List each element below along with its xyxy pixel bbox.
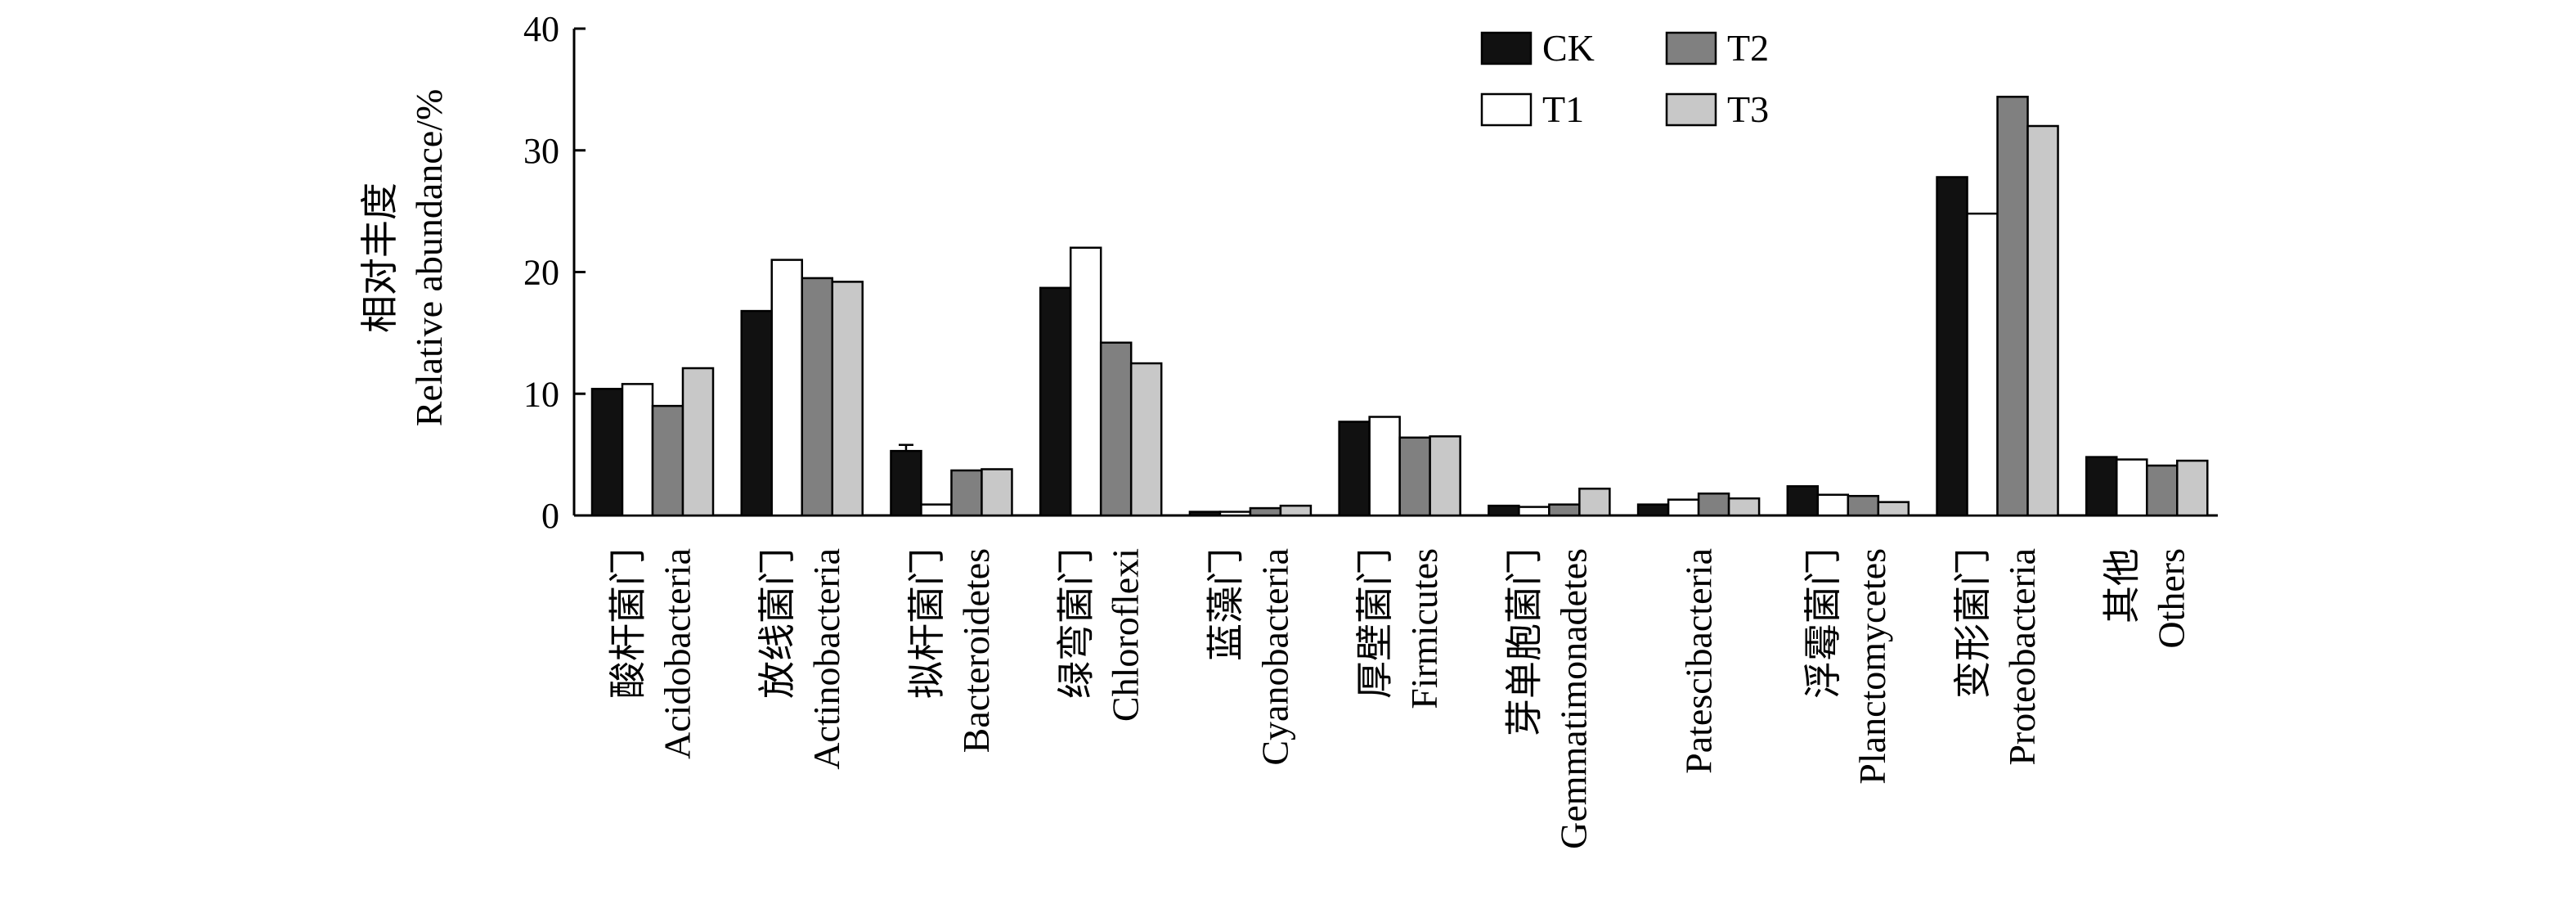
legend-swatch-t3 [1665, 92, 1717, 127]
category-label-zh: 放线菌门 [756, 548, 798, 699]
y-tick-label: 0 [541, 496, 559, 536]
bar-t1 [1966, 212, 1999, 517]
bar-t1 [920, 503, 953, 517]
category-label-zh: 厚壁菌门 [1354, 548, 1396, 699]
y-tick-label: 30 [523, 131, 559, 171]
bar-t2 [1548, 503, 1581, 517]
bar-t1 [1667, 498, 1700, 517]
bar-ck [1636, 503, 1670, 517]
y-tick-label: 20 [523, 253, 559, 293]
bar-t2 [1249, 506, 1282, 517]
legend-label-t1: T1 [1542, 88, 1584, 130]
category-label-en: Bacteroidetes [955, 548, 997, 753]
bar-t2 [801, 277, 833, 517]
bar-t3 [1727, 497, 1761, 517]
legend: CK T2 T1 T3 [1480, 27, 1769, 130]
legend-swatch-t2 [1665, 31, 1717, 65]
category-label-en: Gemmatimonadetes [1553, 548, 1595, 849]
bar-t3 [2176, 459, 2209, 517]
y-axis-title-zh: 相对丰度 [359, 182, 401, 333]
bar-t1 [770, 259, 803, 517]
bar-t3 [1578, 488, 1611, 517]
bar-ck [590, 388, 624, 517]
bar-ck [740, 309, 773, 517]
bar-ck [1188, 511, 1222, 517]
bar-ck [1338, 421, 1371, 517]
category-labels: 酸杆菌门 Acidobacteria 放线菌门 Actinobacteria 拟杆菌门 B… [607, 548, 2192, 849]
legend-label-ck: CK [1542, 27, 1595, 69]
category-label-en: Others [2151, 548, 2192, 649]
bar-t3 [981, 468, 1013, 517]
bar-t2 [651, 404, 684, 517]
bar-t1 [1518, 506, 1551, 517]
bar-t2 [1847, 494, 1880, 517]
bar-t1 [2116, 458, 2148, 517]
bar-t2 [950, 469, 983, 517]
category-label-en: Patescibacteria [1677, 548, 1719, 774]
legend-swatch-ck [1480, 31, 1533, 65]
category-label-zh: 变形菌门 [1952, 548, 1994, 699]
bar-t3 [2026, 124, 2059, 517]
bar-t3 [681, 367, 715, 517]
bar-t1 [1218, 511, 1252, 517]
bar-t2 [1099, 341, 1133, 517]
legend-label-t3: T3 [1727, 88, 1769, 130]
category-label-en: Chloroflexi [1105, 548, 1147, 722]
bar-ck [890, 449, 922, 517]
bar-t2 [1996, 96, 2029, 517]
bar-t2 [1697, 492, 1730, 517]
legend-label-t2: T2 [1727, 27, 1769, 69]
bar-t3 [1129, 362, 1163, 517]
category-label-en: Acidobacteria [656, 548, 698, 759]
category-label-zh: 拟杆菌门 [906, 548, 948, 699]
category-label-zh: 酸杆菌门 [607, 548, 648, 699]
bar-t3 [1429, 435, 1461, 517]
y-axis-title: 相对丰度 Relative abundance/% [359, 89, 450, 427]
category-label-zh: 蓝藻门 [1205, 548, 1246, 661]
legend-swatch-t1 [1480, 92, 1533, 127]
category-label-zh: 芽单胞菌门 [1504, 548, 1546, 736]
bar-t1 [1069, 246, 1102, 517]
category-label-zh: 绿弯菌门 [1056, 548, 1097, 699]
bar-ck [1488, 504, 1520, 517]
category-label-en: Actinobacteria [806, 548, 847, 770]
bars-group [590, 96, 2209, 517]
bar-ck [1936, 176, 1968, 517]
y-axis-title-en: Relative abundance/% [408, 89, 450, 427]
bar-t2 [2146, 464, 2179, 517]
bar-ck [1786, 485, 1820, 517]
y-tick-label: 40 [523, 9, 559, 49]
category-label-en: Planctomycetes [1851, 548, 1893, 785]
category-label-en: Proteobacteria [2001, 548, 2043, 766]
bar-t1 [1368, 416, 1401, 517]
bar-t3 [1877, 501, 1910, 517]
category-label-en: Cyanobacteria [1254, 548, 1295, 766]
bar-t3 [831, 281, 864, 517]
bar-ck [2085, 456, 2118, 517]
category-label-zh: 浮霉菌门 [1802, 548, 1844, 699]
bar-ck [1039, 286, 1072, 517]
bar-t2 [1398, 436, 1431, 517]
y-tick-label: 10 [523, 374, 559, 414]
bar-t3 [1279, 504, 1313, 517]
bar-t1 [1816, 493, 1850, 517]
category-label-en: Firmicutes [1403, 548, 1445, 709]
category-label-zh: 其他 [2102, 548, 2143, 623]
bar-t1 [621, 383, 654, 517]
